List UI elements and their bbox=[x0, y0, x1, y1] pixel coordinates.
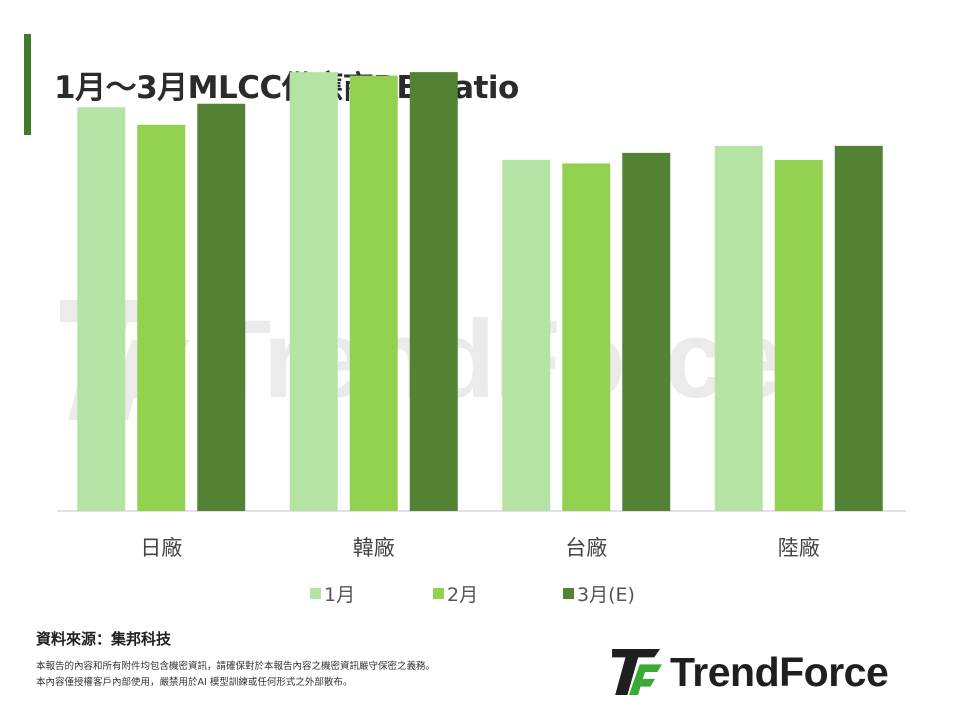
chart-legend: 1月 2月 3月(E) bbox=[0, 580, 960, 607]
bar-mar-1 bbox=[409, 72, 458, 512]
source-note: 資料來源：集邦科技 bbox=[36, 630, 172, 648]
legend-swatch-jan bbox=[310, 588, 321, 599]
bar-jan-0 bbox=[77, 107, 126, 511]
bar-mar-0 bbox=[197, 103, 246, 512]
bar-mar-2 bbox=[622, 152, 671, 511]
bar-feb-0 bbox=[137, 124, 186, 511]
legend-item-mar: 3月(E) bbox=[563, 580, 635, 607]
category-label: 台廠 bbox=[565, 536, 607, 560]
category-label: 韓廠 bbox=[353, 536, 395, 560]
title-accent-bar bbox=[24, 34, 31, 135]
legend-label-mar: 3月(E) bbox=[577, 584, 635, 606]
category-label: 日廠 bbox=[140, 536, 182, 560]
legend-item-jan: 1月 bbox=[310, 580, 355, 607]
legend-label-feb: 2月 bbox=[447, 584, 479, 606]
legend-label-jan: 1月 bbox=[324, 584, 356, 606]
disclaimer-line-2: 本內容僅授權客戶內部使用，嚴禁用於AI 模型訓練或任何形式之外部散布。 bbox=[36, 677, 353, 688]
bar-jan-1 bbox=[289, 72, 338, 512]
logo-text: TrendForce bbox=[670, 648, 889, 695]
category-label: 陸廠 bbox=[778, 536, 820, 560]
category-labels: 日廠 韓廠 台廠 陸廠 bbox=[140, 536, 820, 560]
trendforce-logo-icon bbox=[612, 649, 662, 695]
bar-feb-2 bbox=[562, 163, 611, 511]
bar-jan-2 bbox=[502, 159, 551, 512]
legend-swatch-mar bbox=[563, 588, 574, 599]
bar-jan-3 bbox=[714, 145, 763, 511]
bar-group bbox=[77, 72, 883, 512]
bar-mar-3 bbox=[834, 145, 883, 511]
legend-item-feb: 2月 bbox=[433, 580, 478, 607]
bar-feb-1 bbox=[349, 75, 398, 511]
legend-swatch-feb bbox=[433, 588, 444, 599]
disclaimer-line-1: 本報告的內容和所有附件均包含機密資訊，請確保對於本報告內容之機密資訊嚴守保密之義… bbox=[36, 661, 436, 672]
bar-feb-3 bbox=[774, 159, 823, 512]
trendforce-logo: TrendForce bbox=[612, 648, 889, 696]
